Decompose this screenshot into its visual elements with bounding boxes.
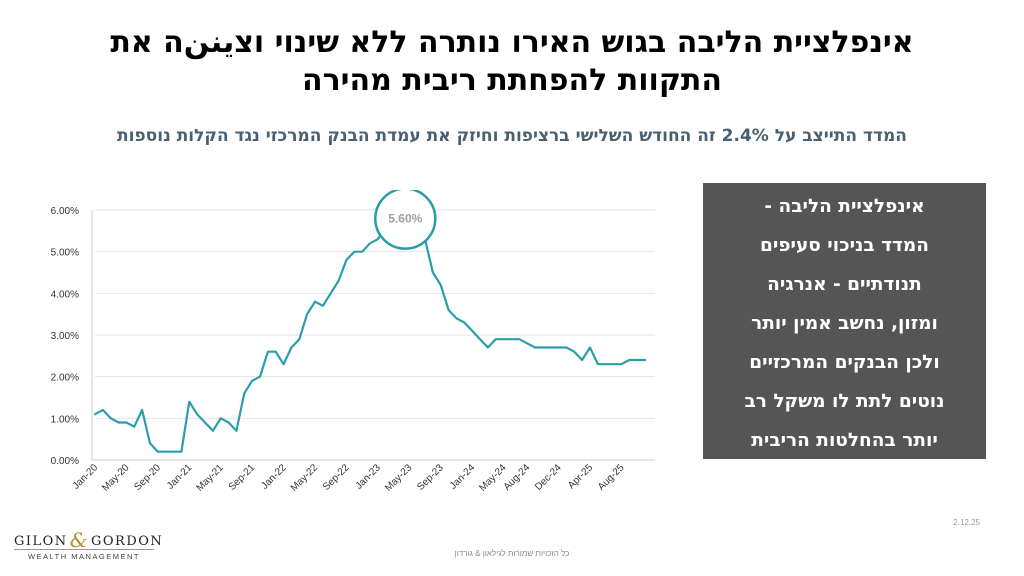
y-tick-label: 5.00% <box>51 248 79 259</box>
copyright-footer: כל הזכויות שמורות לגילאון & גורדון <box>454 549 570 558</box>
peak-value-label: 5.60% <box>388 212 422 226</box>
x-tick-label: Sep-23 <box>415 462 446 493</box>
explanation-callout-box: אינפלציית הליבה - המדד בניכוי סעיפים תנו… <box>703 183 986 459</box>
callout-line: תנודתיים - אנרגיה <box>767 274 922 295</box>
company-logo: GILON & GORDON WEALTH MANAGEMENT <box>14 528 162 562</box>
logo-divider <box>14 549 154 550</box>
x-tick-label: Jan-24 <box>448 462 478 492</box>
x-tick-label: May-23 <box>383 462 415 494</box>
x-tick-label: Jan-23 <box>354 462 384 492</box>
callout-line: אינפלציית הליבה - <box>764 196 925 217</box>
x-tick-label: Sep-21 <box>227 462 258 493</box>
x-tick-label: Aug-25 <box>596 462 627 493</box>
y-tick-label: 2.00% <box>51 373 79 384</box>
x-tick-label: Sep-20 <box>132 462 163 493</box>
x-axis: Jan-20 May-20 Sep-20 Jan-21 May-21 Sep-21 Jan-… <box>71 459 655 494</box>
y-tick-label: 0.00% <box>51 456 79 467</box>
core-inflation-series-line <box>93 225 647 453</box>
x-tick-label: May-22 <box>289 462 321 494</box>
y-tick-label: 4.00% <box>51 289 79 300</box>
core-inflation-line-chart: 0.00% 1.00% 2.00% 3.00% 4.00% 5.00% 6.00% Jan-… <box>51 190 655 494</box>
y-tick-label: 6.00% <box>51 206 79 217</box>
callout-line: יותר בהחלטות הריבית <box>751 430 938 451</box>
x-tick-label: Dec-24 <box>533 462 564 493</box>
callout-line: נוטים לתת לו משקל רב <box>744 391 945 412</box>
x-tick-label: Aug-24 <box>502 462 533 493</box>
page-subtitle: המדד התייצב על 2.4% זה החודש השלישי ברצי… <box>117 126 907 146</box>
logo-word-right: GORDON <box>91 534 164 549</box>
title-line-1: אינפלציית הליבה בגוש האירו נותרה ללא שינ… <box>110 25 914 60</box>
chart-plot-area: 5.60% <box>93 190 647 453</box>
x-tick-label: Apr-25 <box>566 462 595 491</box>
chart-gridlines <box>95 209 655 419</box>
callout-line: ומזון, נחשב אמין יותר <box>751 313 938 334</box>
x-tick-label: Sep-22 <box>321 462 352 493</box>
y-tick-label: 1.00% <box>51 414 79 425</box>
callout-line: המדד בניכוי סעיפים <box>760 235 929 256</box>
page-title: אינפלציית הליבה בגוש האירו נותרה ללא שינ… <box>40 24 984 100</box>
y-tick-label: 3.00% <box>51 331 79 342</box>
x-tick-label: Jan-22 <box>259 462 289 492</box>
logo-wordmark: GILON & GORDON <box>14 528 162 552</box>
title-line-2: התקוות להפחתת ריבית מהירה <box>301 63 723 98</box>
peak-highlight-circle <box>374 190 437 250</box>
x-tick-label: May-20 <box>100 462 132 494</box>
x-tick-label: May-21 <box>194 462 226 494</box>
logo-word-left: GILON <box>14 534 68 549</box>
logo-ampersand: & <box>69 528 89 552</box>
y-axis: 0.00% 1.00% 2.00% 3.00% 4.00% 5.00% 6.00% <box>51 206 93 467</box>
callout-line: ולכן הבנקים המרכזיים <box>749 352 940 373</box>
slide-date: 2.12.25 <box>953 518 980 527</box>
logo-tagline: WEALTH MANAGEMENT <box>27 552 141 561</box>
x-tick-label: Jan-21 <box>165 462 195 492</box>
